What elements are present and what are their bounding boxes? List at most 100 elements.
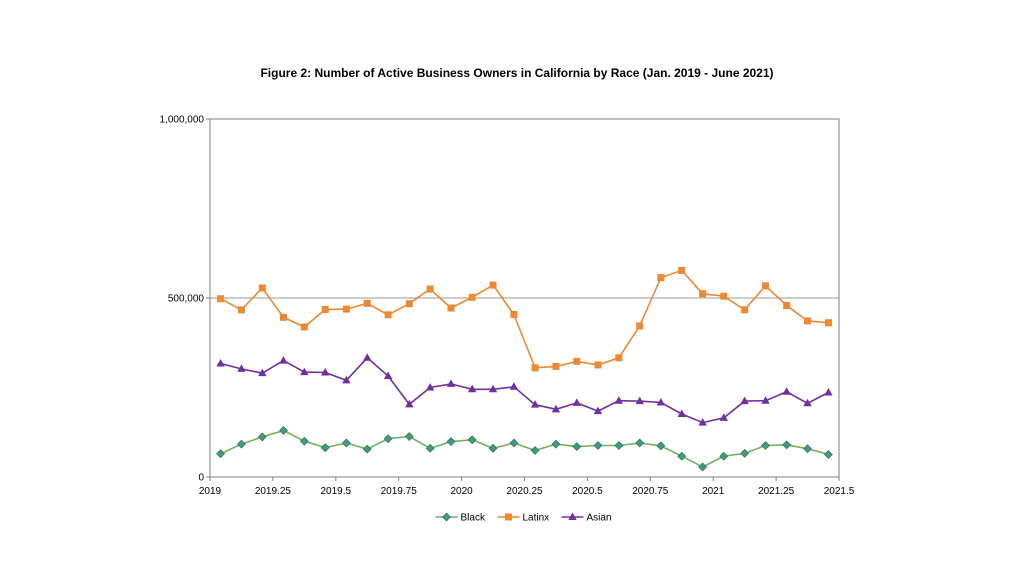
data-point-asian bbox=[258, 368, 267, 377]
data-point-asian bbox=[782, 387, 791, 395]
data-point-asian bbox=[635, 396, 644, 405]
data-point-asian bbox=[363, 353, 372, 361]
series-black bbox=[216, 426, 833, 472]
data-point-latinx bbox=[258, 284, 266, 292]
x-tick-label: 2020.5 bbox=[572, 486, 603, 497]
x-tick-label: 2019.75 bbox=[381, 486, 418, 497]
data-point-latinx bbox=[720, 292, 728, 300]
data-point-latinx bbox=[405, 300, 413, 308]
data-point-latinx bbox=[217, 295, 225, 303]
series-latinx bbox=[217, 266, 832, 372]
data-point-asian bbox=[551, 404, 561, 413]
data-point-latinx bbox=[531, 364, 539, 372]
data-point-latinx bbox=[447, 304, 455, 312]
legend: Black Latinx Asian bbox=[435, 512, 612, 524]
data-point-asian bbox=[719, 413, 728, 421]
data-point-latinx bbox=[552, 362, 560, 370]
legend-item-latinx: Latinx bbox=[497, 513, 549, 524]
legend-label-black: Black bbox=[461, 513, 486, 524]
data-point-black bbox=[656, 441, 666, 451]
legend-label-asian: Asian bbox=[587, 513, 612, 524]
data-point-black bbox=[740, 448, 750, 458]
data-point-black bbox=[446, 437, 456, 446]
data-point-asian bbox=[677, 409, 686, 417]
data-point-latinx bbox=[636, 322, 644, 330]
data-point-black bbox=[698, 462, 708, 472]
data-point-asian bbox=[572, 398, 582, 406]
data-point-asian bbox=[593, 406, 603, 415]
y-tick-label: 0 bbox=[198, 473, 204, 484]
data-point-latinx bbox=[300, 323, 308, 331]
data-point-latinx bbox=[741, 306, 749, 314]
series-line-latinx bbox=[220, 269, 829, 369]
y-tick-label: 500,000 bbox=[168, 294, 205, 305]
data-point-black bbox=[803, 444, 812, 454]
data-point-black bbox=[824, 450, 833, 459]
data-point-black bbox=[488, 443, 498, 453]
x-tick-label: 2020.25 bbox=[506, 486, 543, 497]
data-point-latinx bbox=[615, 354, 623, 362]
data-point-black bbox=[572, 442, 582, 451]
legend-marker-asian bbox=[568, 512, 577, 520]
legend-item-black: Black bbox=[435, 512, 486, 524]
data-point-asian bbox=[383, 371, 393, 380]
data-point-asian bbox=[530, 400, 540, 408]
y-tick-label: 1,000,000 bbox=[160, 115, 205, 126]
data-point-latinx bbox=[657, 274, 665, 282]
data-point-black bbox=[299, 436, 309, 446]
data-point-black bbox=[216, 449, 225, 459]
data-point-latinx bbox=[594, 361, 602, 369]
data-point-latinx bbox=[804, 317, 812, 325]
data-point-black bbox=[761, 441, 770, 450]
data-point-black bbox=[467, 435, 477, 445]
data-point-black bbox=[719, 451, 729, 461]
data-point-asian bbox=[279, 356, 288, 364]
data-point-asian bbox=[614, 396, 624, 404]
data-point-asian bbox=[446, 379, 456, 387]
x-tick-label: 2019.5 bbox=[321, 486, 352, 497]
legend-marker-latinx bbox=[505, 513, 512, 521]
data-point-asian bbox=[237, 364, 246, 372]
data-point-asian bbox=[698, 418, 707, 426]
data-point-latinx bbox=[321, 305, 329, 313]
data-point-latinx bbox=[824, 319, 832, 327]
x-tick-label: 2019.25 bbox=[255, 486, 292, 497]
data-point-asian bbox=[761, 396, 770, 404]
data-point-latinx bbox=[342, 305, 350, 313]
data-point-asian bbox=[467, 384, 477, 393]
data-point-black bbox=[341, 438, 351, 448]
data-point-black bbox=[782, 440, 792, 450]
data-point-latinx bbox=[237, 306, 245, 314]
data-point-asian bbox=[405, 399, 414, 408]
series-group bbox=[216, 266, 833, 472]
data-point-asian bbox=[321, 367, 330, 376]
data-point-asian bbox=[824, 388, 833, 396]
data-point-asian bbox=[488, 384, 498, 393]
data-point-latinx bbox=[384, 311, 392, 319]
data-point-asian bbox=[803, 398, 812, 407]
data-point-black bbox=[677, 451, 687, 461]
data-point-latinx bbox=[762, 282, 770, 290]
x-tick-label: 2020.75 bbox=[632, 486, 669, 497]
data-point-black bbox=[257, 432, 267, 442]
data-point-latinx bbox=[573, 357, 581, 365]
series-line-black bbox=[220, 429, 829, 468]
axes: 0 500,000 1,000,000 2019 2019.25 2019.5 2019.7… bbox=[160, 115, 855, 498]
data-point-black bbox=[404, 432, 414, 441]
data-point-latinx bbox=[363, 299, 371, 307]
data-point-latinx bbox=[426, 285, 434, 293]
data-point-black bbox=[551, 439, 561, 449]
data-point-latinx bbox=[783, 302, 791, 310]
chart-title: Figure 2: Number of Active Business Owne… bbox=[260, 66, 774, 80]
data-point-black bbox=[362, 444, 372, 454]
data-point-asian bbox=[656, 398, 666, 406]
data-point-latinx bbox=[468, 293, 476, 301]
series-line-asian bbox=[220, 356, 829, 424]
data-point-black bbox=[237, 439, 246, 449]
data-point-asian bbox=[342, 375, 351, 384]
x-tick-label: 2021.25 bbox=[758, 486, 795, 497]
legend-marker-black bbox=[442, 512, 451, 522]
data-point-latinx bbox=[699, 290, 707, 298]
data-point-black bbox=[635, 438, 645, 448]
